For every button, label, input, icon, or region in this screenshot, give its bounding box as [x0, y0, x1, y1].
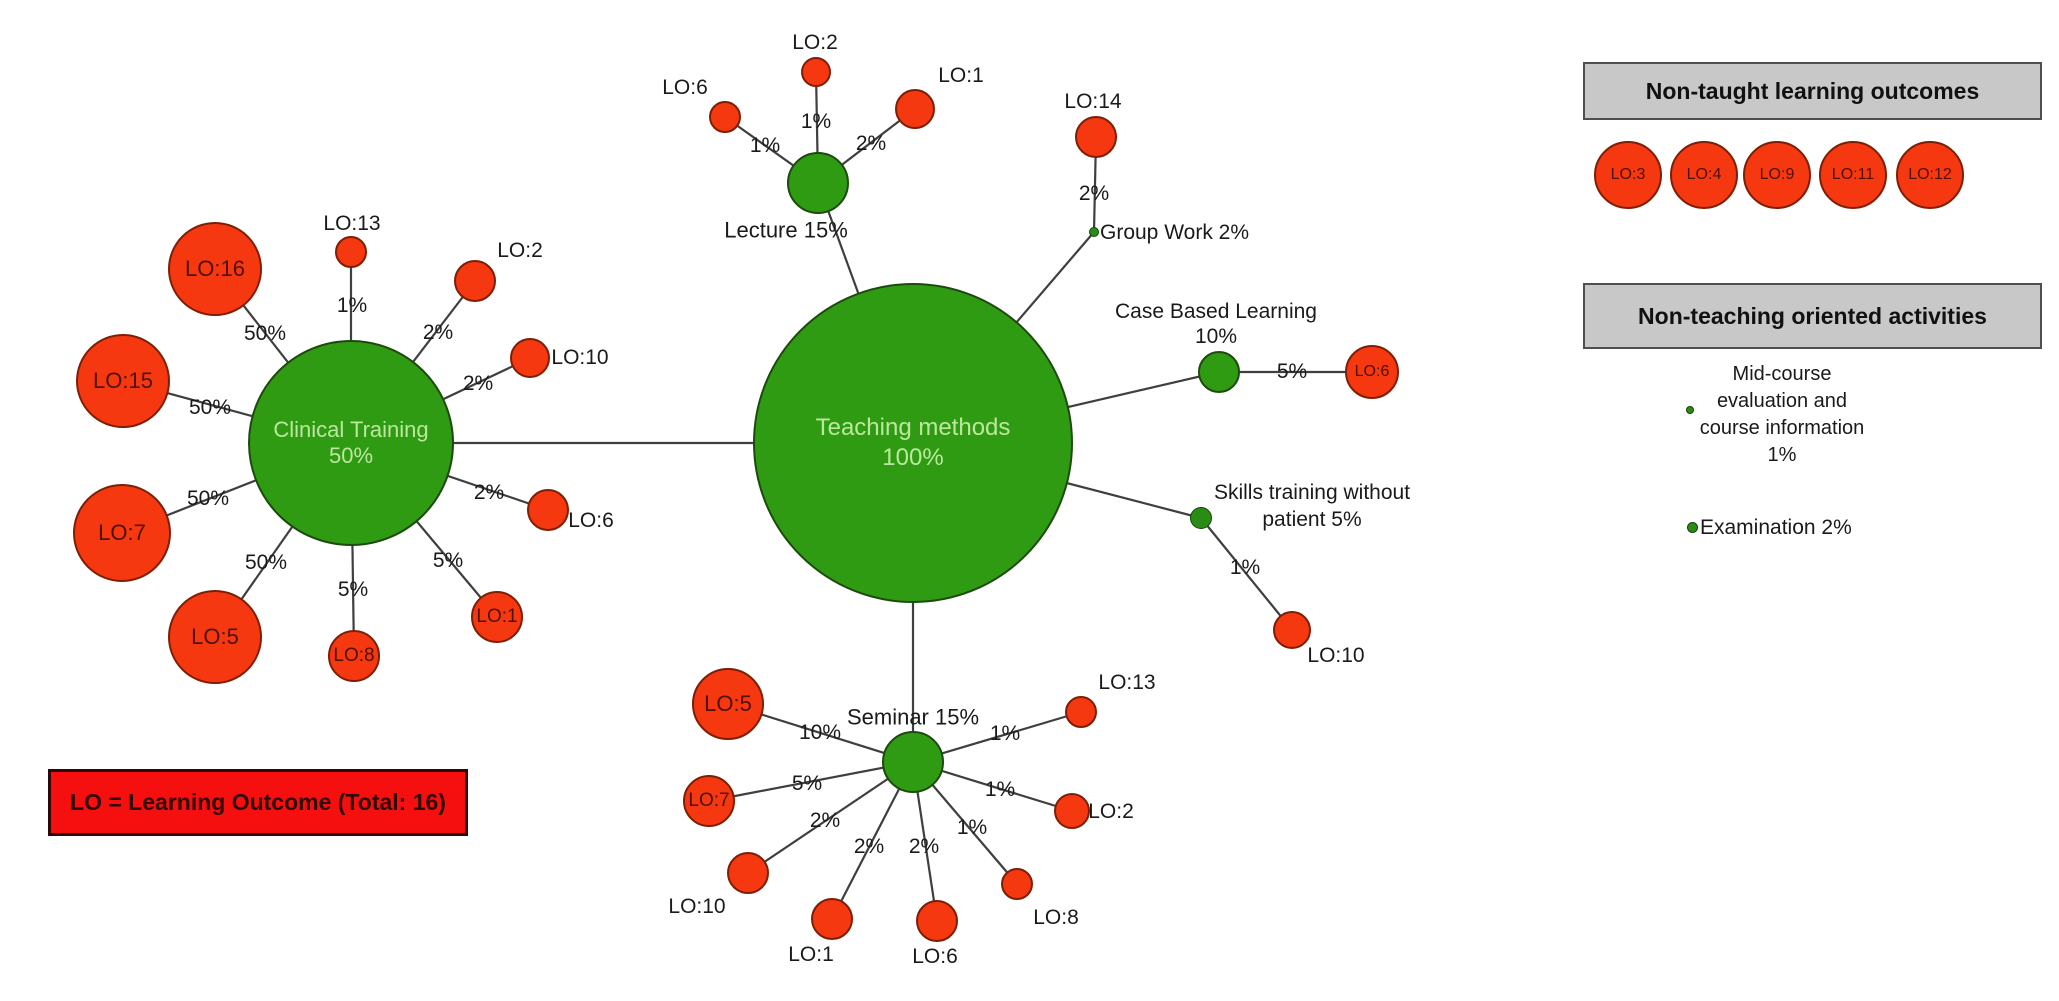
clinical-lo16-pct-label: 50%	[243, 321, 287, 345]
skills-training-node	[1190, 507, 1212, 529]
clinical-lo10-node	[510, 338, 550, 378]
teaching-methods-node: Teaching methods 100%	[753, 283, 1073, 603]
clinical-lo7-node: LO:7	[73, 484, 171, 582]
skills-training-label-line2: patient 5%	[1262, 507, 1362, 531]
midcourse-evaluation-node	[1686, 406, 1694, 414]
seminar-node	[882, 731, 944, 793]
midcourse-evaluation-label: Mid-course evaluation and course informa…	[1699, 363, 1865, 466]
lecture-node	[787, 152, 849, 214]
seminar-lo13-node	[1065, 696, 1097, 728]
legend-box: LO = Learning Outcome (Total: 16)	[48, 769, 468, 836]
non-taught-lo3-node: LO:3	[1594, 141, 1662, 209]
case-based-lo6-pct-label: 5%	[1276, 359, 1308, 383]
lecture-lo6-label: LO:6	[662, 75, 708, 99]
seminar-lo1-pct-label: 2%	[853, 834, 885, 858]
clinical-lo5-pct-label: 50%	[244, 550, 288, 574]
clinical-lo1-node: LO:1	[471, 591, 523, 643]
clinical-lo13-node	[335, 236, 367, 268]
clinical-lo6-pct-label: 2%	[473, 480, 505, 504]
clinical-lo1-pct-label: 5%	[432, 548, 464, 572]
lecture-lo1-pct-label: 2%	[855, 131, 887, 155]
seminar-label: Seminar 15%	[846, 704, 980, 730]
non-taught-lo11-node: LO:11	[1819, 141, 1887, 209]
seminar-lo6-pct-label: 2%	[908, 834, 940, 858]
clinical-lo13-pct-label: 1%	[336, 293, 368, 317]
clinical-lo6-label: LO:6	[568, 508, 614, 532]
seminar-lo5-pct-label: 10%	[798, 720, 842, 744]
non-taught-lo12-node: LO:12	[1896, 141, 1964, 209]
clinical-training-node: Clinical Training 50%	[248, 340, 454, 546]
lecture-lo2-node	[801, 57, 831, 87]
clinical-training-label: Clinical Training 50%	[273, 417, 429, 468]
seminar-lo8-node	[1001, 868, 1033, 900]
seminar-lo2-node	[1054, 793, 1090, 829]
case-based-learning-label: Case Based Learning	[1115, 299, 1317, 323]
lecture-lo6-pct-label: 1%	[749, 133, 781, 157]
lecture-label: Lecture 15%	[724, 217, 848, 243]
examination-node	[1687, 522, 1698, 533]
teaching-methods-label: Teaching methods 100%	[815, 414, 1011, 471]
skills-lo10-node	[1273, 611, 1311, 649]
seminar-lo5-node: LO:5	[692, 668, 764, 740]
non-taught-header: Non-taught learning outcomes	[1583, 62, 2042, 120]
clinical-lo10-label: LO:10	[551, 345, 609, 369]
seminar-lo13-label: LO:13	[1098, 670, 1156, 694]
skills-lo10-label: LO:10	[1307, 643, 1365, 667]
clinical-lo8-node: LO:8	[328, 630, 380, 682]
seminar-lo13-pct-label: 1%	[989, 721, 1021, 745]
clinical-lo16-node: LO:16	[168, 222, 262, 316]
group-work-label: Group Work 2%	[1100, 221, 1249, 244]
clinical-lo6-node	[527, 489, 569, 531]
case-based-learning-pct-label: 10%	[1194, 324, 1238, 348]
group-work-lo14-label: LO:14	[1064, 89, 1122, 113]
seminar-lo1-label: LO:1	[788, 942, 834, 966]
clinical-lo15-pct-label: 50%	[188, 395, 232, 419]
clinical-lo15-node: LO:15	[76, 334, 170, 428]
skills-lo10-pct-label: 1%	[1229, 555, 1261, 579]
seminar-lo2-pct-label: 1%	[984, 777, 1016, 801]
clinical-lo13-label: LO:13	[323, 211, 381, 235]
seminar-lo10-label: LO:10	[668, 894, 726, 918]
case-based-learning-node	[1198, 351, 1240, 393]
case-based-lo6-node: LO:6	[1345, 345, 1399, 399]
skills-training-label-line1: Skills training without	[1213, 480, 1411, 504]
clinical-lo10-pct-label: 2%	[462, 371, 494, 395]
clinical-lo2-label: LO:2	[497, 238, 543, 262]
seminar-lo2-label: LO:2	[1088, 799, 1134, 823]
clinical-lo8-pct-label: 5%	[337, 577, 369, 601]
seminar-lo6-label: LO:6	[912, 944, 958, 968]
seminar-lo7-pct-label: 5%	[791, 771, 823, 795]
seminar-lo10-node	[727, 852, 769, 894]
lecture-lo1-node	[895, 89, 935, 129]
seminar-lo8-pct-label: 1%	[956, 815, 988, 839]
lecture-lo2-pct-label: 1%	[800, 109, 832, 133]
non-taught-lo4-node: LO:4	[1670, 141, 1738, 209]
legend-text: LO = Learning Outcome (Total: 16)	[70, 789, 446, 815]
group-work-node	[1089, 227, 1099, 237]
seminar-lo8-label: LO:8	[1033, 905, 1079, 929]
non-teaching-header: Non-teaching oriented activities	[1583, 283, 2042, 349]
examination-label: Examination 2%	[1700, 516, 1852, 539]
non-taught-lo9-node: LO:9	[1743, 141, 1811, 209]
seminar-lo1-node	[811, 898, 853, 940]
group-work-lo14-node	[1075, 116, 1117, 158]
lecture-lo2-label: LO:2	[792, 30, 838, 54]
seminar-lo7-node: LO:7	[683, 775, 735, 827]
lecture-lo6-node	[709, 101, 741, 133]
seminar-lo10-pct-label: 2%	[809, 808, 841, 832]
group-work-lo14-pct-label: 2%	[1078, 181, 1110, 205]
clinical-lo2-pct-label: 2%	[422, 320, 454, 344]
seminar-lo6-node	[916, 900, 958, 942]
clinical-lo2-node	[454, 260, 496, 302]
lecture-lo1-label: LO:1	[938, 63, 984, 87]
clinical-lo7-pct-label: 50%	[186, 486, 230, 510]
clinical-lo5-node: LO:5	[168, 590, 262, 684]
